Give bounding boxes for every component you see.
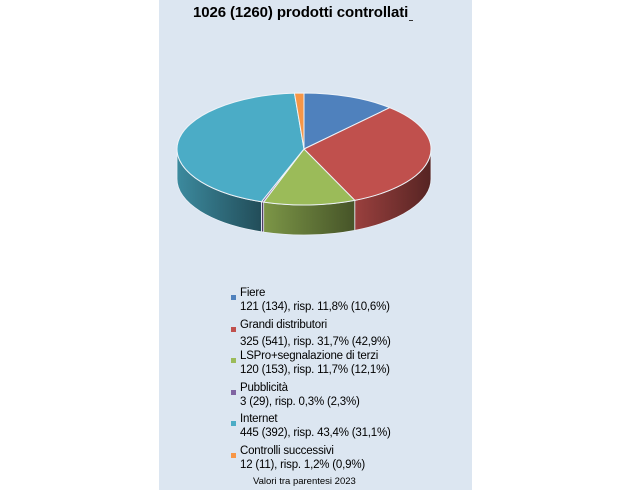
legend-item-controlli-successivi: Controlli successivi 12 (11), risp. 1,2%… (231, 444, 391, 476)
legend-value: 445 (392), risp. 43,4% (31,1%) (240, 427, 391, 439)
legend-value: 3 (29), risp. 0,3% (2,3%) (240, 395, 360, 408)
pie-slice (293, 92, 305, 150)
legend-label: Grandi distributori (240, 318, 327, 331)
legend-marker-icon (231, 326, 236, 332)
legend-item-fiere: Fiere 121 (134), risp. 11,8% (10,6%) (231, 286, 391, 318)
pie-slice (303, 92, 391, 150)
legend-marker-icon (231, 358, 236, 363)
chart-title-text: 1026 (1260) prodotti controllati (193, 4, 409, 21)
pie-top (176, 92, 432, 206)
legend-label: LSPro+segnalazione di terzi (240, 350, 379, 362)
legend-item-internet: Internet 445 (392), risp. 43,4% (31,1%) (231, 412, 391, 444)
legend-item-lspro: LSPro+segnalazione di terzi 120 (153), r… (231, 349, 391, 381)
chart-panel (159, 0, 472, 490)
legend-marker-icon (231, 452, 236, 458)
legend-item-grandi-distributori: Grandi distributori 325 (541), risp. 31,… (231, 318, 391, 350)
legend-marker-icon (231, 421, 236, 426)
legend-value: 120 (153), risp. 11,7% (12,1%) (240, 364, 390, 376)
pie-slice (176, 92, 305, 203)
chart-title: 1026 (1260) prodotti controllati (193, 4, 414, 21)
pie-slice (262, 148, 356, 206)
legend-label: Internet (240, 413, 278, 425)
legend-value: 325 (541), risp. 31,7% (42,9%) (240, 335, 391, 348)
legend-label: Fiere (240, 287, 266, 299)
legend-value: 121 (134), risp. 11,8% (10,6%) (240, 301, 390, 313)
text-cursor (409, 20, 414, 21)
chart-legend: Fiere 121 (134), risp. 11,8% (10,6%) Gra… (231, 286, 391, 475)
legend-item-pubblicita: Pubblicità 3 (29), risp. 0,3% (2,3%) (231, 381, 391, 413)
legend-marker-icon (231, 389, 236, 395)
legend-label: Pubblicità (240, 381, 288, 394)
footnote: Valori tra parentesi 2023 (253, 476, 356, 487)
pie-slice (303, 107, 432, 201)
legend-value: 12 (11), risp. 1,2% (0,9%) (240, 458, 365, 471)
legend-marker-icon (231, 295, 236, 300)
legend-label: Controlli successivi (240, 444, 334, 457)
